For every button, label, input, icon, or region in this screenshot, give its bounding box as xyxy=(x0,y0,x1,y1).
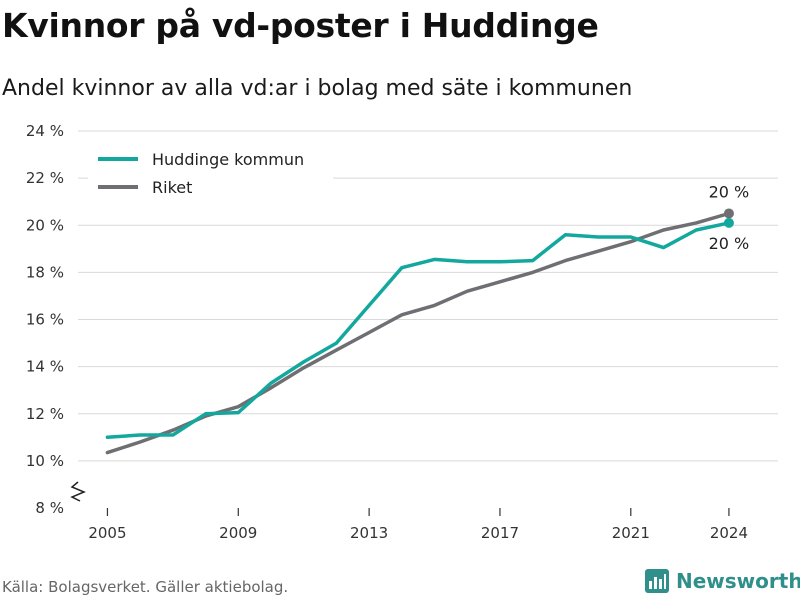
x-tick-label: 2024 xyxy=(710,524,748,542)
newsworthy-logo-icon xyxy=(645,569,669,593)
y-tick-label: 16 % xyxy=(26,311,64,329)
legend-box xyxy=(88,142,333,200)
chart-subtitle: Andel kvinnor av alla vd:ar i bolag med … xyxy=(2,76,633,101)
x-tick-label: 2009 xyxy=(219,524,257,542)
x-tick-label: 2017 xyxy=(481,524,519,542)
legend-label: Riket xyxy=(152,178,192,197)
y-tick-label: 18 % xyxy=(26,263,64,281)
brand-name: Newsworthy xyxy=(676,569,800,593)
brand-logo: Newsworthy xyxy=(644,568,800,594)
y-tick-label: 10 % xyxy=(26,452,64,470)
y-tick-label: 22 % xyxy=(26,169,64,187)
legend-label: Huddinge kommun xyxy=(152,150,304,169)
y-tick-label: 12 % xyxy=(26,405,64,423)
x-tick-label: 2013 xyxy=(350,524,388,542)
series-end-point xyxy=(723,217,734,228)
y-tick-label: 24 % xyxy=(26,122,64,140)
y-tick-label: 14 % xyxy=(26,358,64,376)
series-end-label: 20 % xyxy=(709,182,750,201)
x-tick-label: 2005 xyxy=(88,524,126,542)
x-tick-label: 2021 xyxy=(612,524,650,542)
chart-title: Kvinnor på vd-poster i Huddinge xyxy=(2,6,599,45)
series-end-label: 20 % xyxy=(709,234,750,253)
axis-break-mark xyxy=(70,481,86,502)
y-tick-label: 8 % xyxy=(35,499,64,517)
source-note: Källa: Bolagsverket. Gäller aktiebolag. xyxy=(2,578,289,596)
series-line-huddinge xyxy=(105,221,731,440)
y-tick-label: 20 % xyxy=(26,216,64,234)
series-end-point xyxy=(723,208,734,219)
